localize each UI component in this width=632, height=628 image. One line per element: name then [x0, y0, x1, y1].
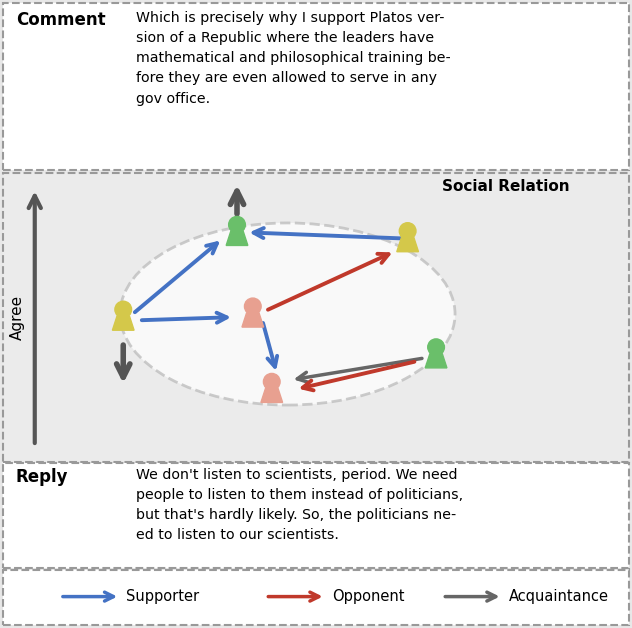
FancyBboxPatch shape — [3, 463, 629, 568]
Circle shape — [428, 339, 444, 355]
Text: Which is precisely why I support Platos ver-
sion of a Republic where the leader: Which is precisely why I support Platos … — [136, 11, 451, 106]
Polygon shape — [112, 316, 134, 330]
Text: Comment: Comment — [16, 11, 106, 30]
Circle shape — [399, 223, 416, 239]
Circle shape — [245, 298, 261, 315]
Polygon shape — [261, 388, 283, 403]
FancyBboxPatch shape — [3, 3, 629, 170]
Circle shape — [115, 301, 131, 318]
Ellipse shape — [120, 223, 455, 405]
Text: We don't listen to scientists, period. We need
people to listen to them instead : We don't listen to scientists, period. W… — [136, 468, 463, 542]
Text: Reply: Reply — [16, 468, 68, 486]
Polygon shape — [397, 237, 418, 252]
FancyBboxPatch shape — [3, 173, 629, 462]
Polygon shape — [226, 231, 248, 246]
Circle shape — [229, 217, 245, 233]
Text: Acquaintance: Acquaintance — [509, 589, 609, 604]
Polygon shape — [242, 313, 264, 327]
Text: Supporter: Supporter — [126, 589, 200, 604]
Circle shape — [264, 374, 280, 390]
Text: Agree: Agree — [10, 295, 25, 340]
Polygon shape — [425, 354, 447, 368]
Text: Opponent: Opponent — [332, 589, 404, 604]
Text: Social Relation: Social Relation — [442, 179, 570, 194]
FancyBboxPatch shape — [3, 570, 629, 625]
